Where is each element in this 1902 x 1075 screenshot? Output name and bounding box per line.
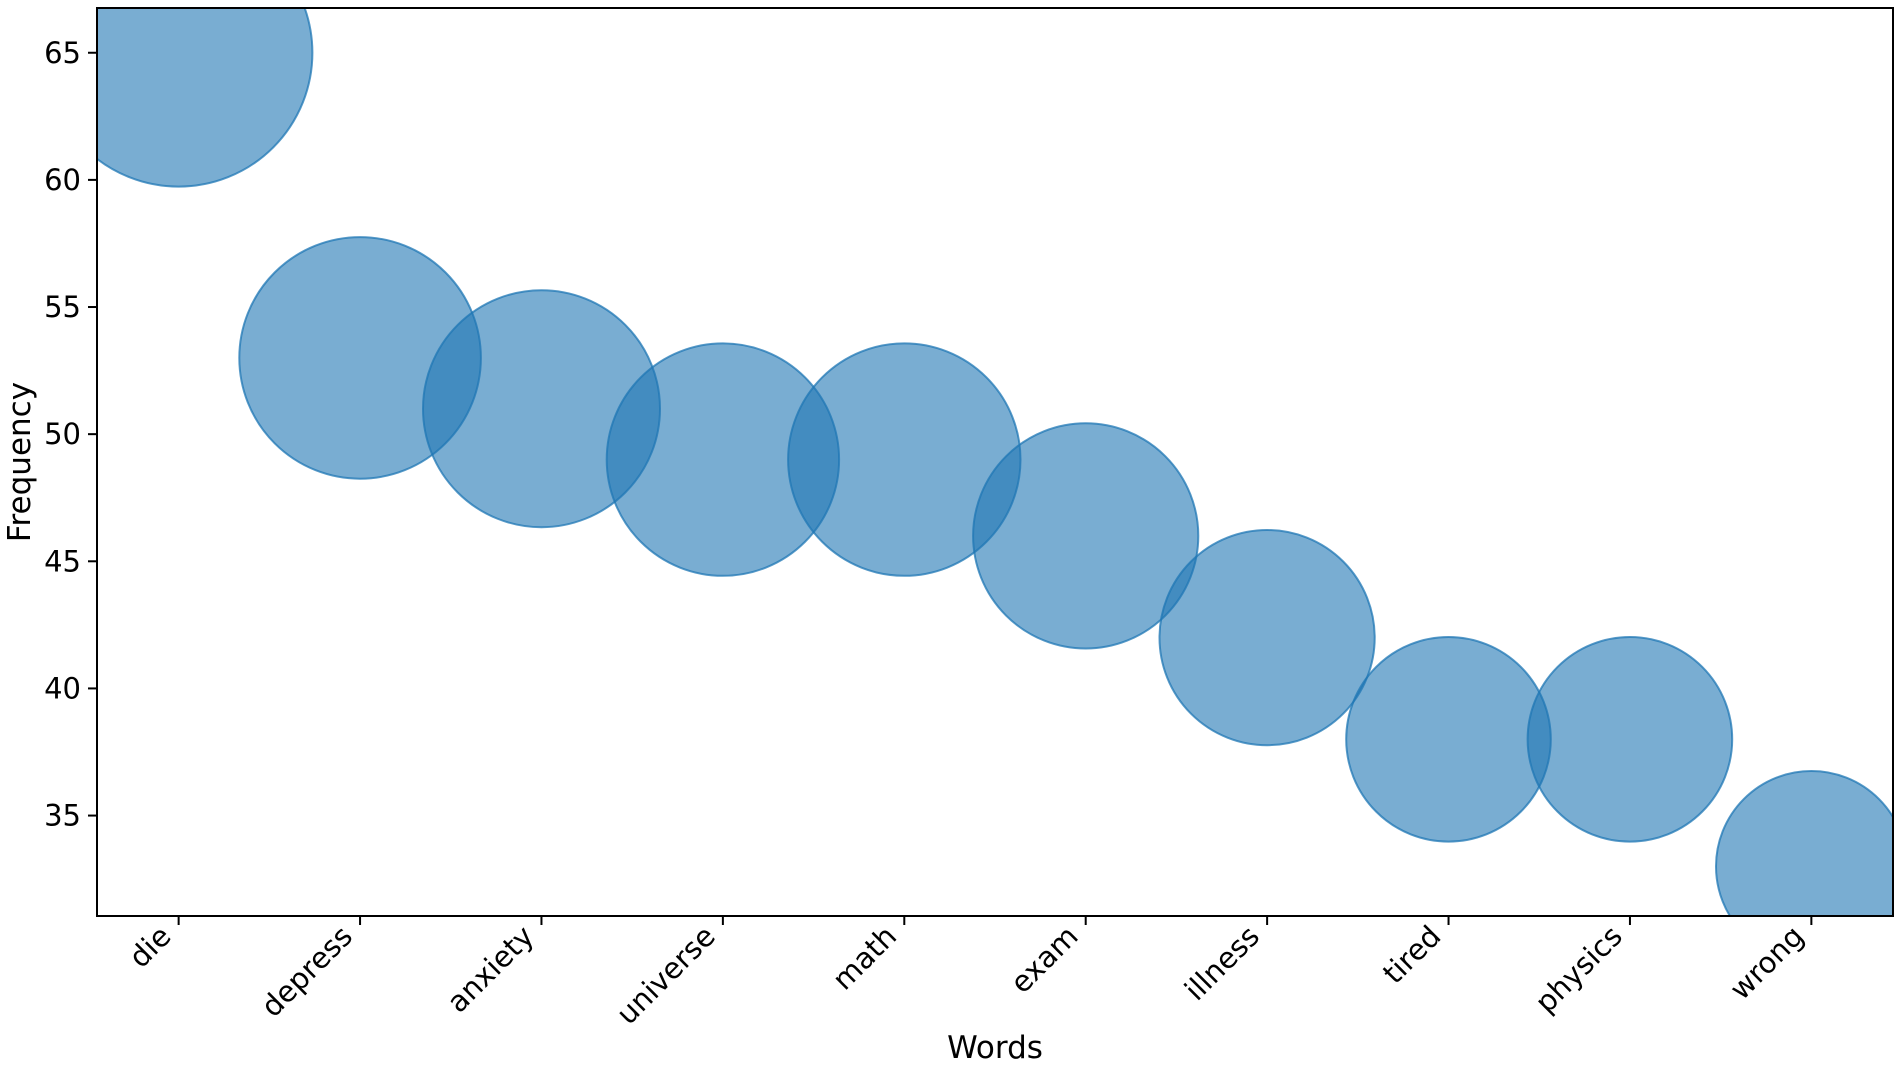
y-tick-label: 50 [44, 417, 81, 451]
bubble-wrong [1715, 770, 1893, 916]
bubble-illness [1158, 529, 1376, 747]
x-tick-label-illness: illness [1178, 919, 1266, 1007]
bubble-tired [1345, 636, 1552, 843]
x-tick-label-die: die [122, 919, 177, 974]
x-axis: die depress anxiety universe math exam illness… [122, 916, 1813, 1031]
plot-border [96, 7, 1894, 917]
y-tick-label: 60 [44, 163, 81, 197]
x-axis-title: Words [947, 1030, 1043, 1066]
bubble-exam [972, 422, 1200, 650]
y-tick-label: 40 [44, 671, 81, 705]
bubble-physics [1526, 636, 1734, 843]
y-tick-label: 65 [44, 36, 81, 70]
bubble-series [97, 8, 1893, 916]
x-tick-label-depress: depress [254, 919, 359, 1024]
y-tick-label: 55 [44, 290, 81, 324]
x-tick-label-exam: exam [1004, 919, 1085, 1000]
x-tick-label-math: math [826, 919, 904, 997]
bubble-die [97, 8, 314, 188]
y-tick-label: 45 [44, 544, 81, 578]
y-tick-label: 35 [44, 799, 81, 833]
x-tick-label-physics: physics [1528, 919, 1629, 1020]
x-tick-label-anxiety: anxiety [440, 919, 540, 1019]
x-tick-label-tired: tired [1376, 919, 1447, 990]
x-tick-label-universe: universe [610, 919, 722, 1031]
y-axis-title: Frequency [2, 382, 38, 542]
y-axis: 35 40 45 50 55 60 65 [44, 36, 97, 833]
x-tick-label-wrong: wrong [1723, 919, 1810, 1006]
